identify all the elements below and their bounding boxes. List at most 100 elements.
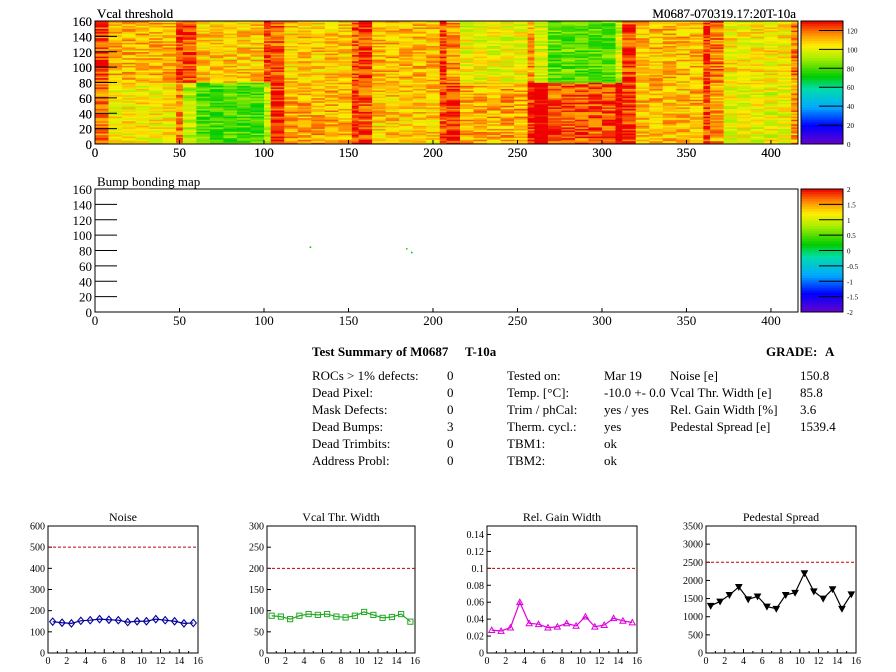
- heatmap-cell: [750, 130, 765, 132]
- heatmap-cell: [534, 142, 549, 145]
- x-tick-label: 150: [339, 145, 359, 160]
- heatmap-cell: [372, 67, 386, 69]
- heatmap-cell: [460, 137, 474, 140]
- heatmap-cell: [270, 37, 285, 40]
- heatmap-cell: [791, 102, 799, 105]
- heatmap-cell: [500, 108, 515, 111]
- heatmap-cell: [412, 139, 427, 142]
- heatmap-cell: [182, 74, 197, 77]
- heatmap-cell: [750, 62, 765, 65]
- heatmap-cell: [574, 68, 589, 71]
- heatmap-cell: [351, 73, 359, 76]
- heatmap-cell: [574, 140, 589, 143]
- heatmap-cell: [527, 79, 535, 82]
- heatmap-cell: [777, 97, 792, 100]
- heatmap-cell: [750, 93, 765, 96]
- heatmap-cell: [676, 60, 691, 63]
- heatmap-cell: [162, 105, 177, 108]
- heatmap-cell: [500, 116, 515, 119]
- heatmap-cell: [182, 67, 197, 69]
- heatmap-cell: [284, 128, 299, 131]
- heatmap-cell: [162, 100, 177, 103]
- heatmap-cell: [223, 96, 238, 99]
- colorbar-tick-label: 0: [847, 141, 851, 149]
- heatmap-cell: [534, 114, 549, 117]
- heatmap-cell: [791, 27, 799, 29]
- heatmap-cell: [162, 28, 177, 31]
- defect-label: Dead Trimbits:: [312, 436, 391, 451]
- heatmap-cell: [561, 104, 576, 106]
- heatmap-cell: [689, 62, 704, 65]
- heatmap-cell: [460, 68, 474, 71]
- heatmap-cell: [338, 80, 353, 83]
- heatmap-cell: [284, 44, 299, 46]
- heatmap-cell: [311, 108, 326, 111]
- heatmap-cell: [676, 93, 691, 96]
- heatmap-cell: [534, 39, 549, 42]
- heatmap-cell: [351, 36, 359, 39]
- heatmap-cell: [162, 137, 177, 140]
- heatmap-cell: [723, 77, 738, 80]
- heatmap-cell: [426, 122, 441, 125]
- heatmap-cell: [622, 87, 637, 89]
- heatmap-cell: [710, 74, 724, 77]
- heatmap-cell: [791, 96, 799, 99]
- heatmap-cell: [750, 45, 765, 48]
- heatmap-cell: [297, 44, 312, 46]
- heatmap-cell: [122, 120, 136, 123]
- heatmap-cell: [399, 91, 413, 94]
- heatmap-cell: [135, 93, 150, 96]
- heatmap-cell: [710, 131, 724, 134]
- data-point: [86, 615, 94, 625]
- heatmap-cell: [750, 125, 765, 128]
- heatmap-cell: [122, 84, 136, 86]
- heatmap-cell: [777, 111, 792, 114]
- heatmap-cell: [399, 27, 413, 29]
- heatmap-cell: [547, 102, 562, 105]
- heatmap-cell: [473, 110, 488, 113]
- heatmap-cell: [399, 116, 413, 119]
- heatmap-cell: [351, 114, 359, 117]
- heatmap-cell: [122, 25, 136, 28]
- heatmap-cell: [426, 22, 441, 25]
- heatmap-cell: [635, 137, 650, 140]
- heatmap-cell: [676, 91, 691, 94]
- heatmap-cell: [561, 85, 576, 88]
- heatmap-cell: [324, 87, 339, 89]
- heatmap-cell: [135, 131, 150, 134]
- heatmap-cell: [223, 102, 238, 105]
- heatmap-cell: [338, 111, 353, 114]
- heatmap-cell: [270, 45, 285, 48]
- heatmap-cell: [764, 119, 779, 122]
- heatmap-cell: [460, 105, 474, 108]
- heatmap-cell: [122, 24, 136, 26]
- heatmap-cell: [439, 70, 447, 73]
- heatmap-cell: [710, 139, 724, 142]
- heatmap-cell: [676, 88, 691, 91]
- heatmap-cell: [689, 128, 704, 131]
- heatmap-cell: [777, 102, 792, 105]
- heatmap-cell: [622, 99, 637, 102]
- heatmap-cell: [737, 44, 751, 46]
- heatmap-cell: [703, 30, 711, 33]
- heatmap-cell: [662, 30, 677, 33]
- heatmap-cell: [676, 125, 691, 128]
- heatmap-cell: [635, 84, 650, 86]
- heatmap-cell: [487, 51, 501, 54]
- heatmap-cell: [108, 108, 123, 111]
- heatmap-cell: [615, 54, 623, 57]
- plot-title: Rel. Gain Width: [523, 510, 601, 524]
- heatmap-cell: [182, 96, 197, 99]
- heatmap-cell: [284, 88, 299, 91]
- heatmap-cell: [777, 62, 792, 65]
- data-point: [342, 614, 349, 621]
- heatmap-cell: [473, 120, 488, 123]
- heatmap-cell: [236, 45, 251, 48]
- heatmap-cell: [791, 107, 799, 109]
- heatmap-cell: [311, 130, 326, 132]
- heatmap-cell: [236, 139, 251, 142]
- heatmap-cell: [439, 82, 447, 85]
- x-tick-label: 4: [741, 656, 746, 667]
- heatmap-cell: [263, 33, 272, 36]
- heatmap-cell: [108, 24, 123, 26]
